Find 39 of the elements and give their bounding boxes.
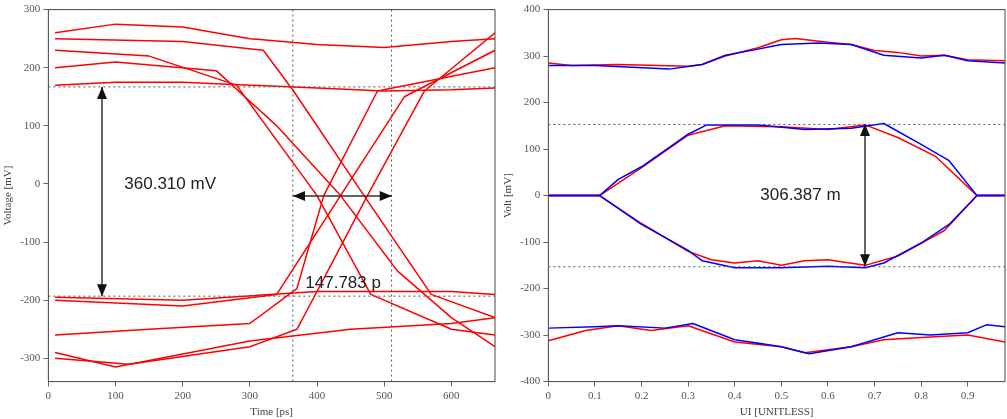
x-tick-label: 400 <box>308 389 326 402</box>
x-tick-label: 0.3 <box>681 389 696 402</box>
y-tick-label: -200 <box>520 281 541 294</box>
y-tick-label: 0 <box>534 188 541 201</box>
y-tick-label: 300 <box>523 48 541 61</box>
y-axis-title: Voltage [mV] <box>1 165 14 226</box>
x-tick-label: 500 <box>375 389 393 402</box>
annotation: 360.310 mV <box>124 174 217 194</box>
x-tick-label: 0.6 <box>821 389 836 402</box>
x-tick-label: 0.4 <box>727 389 743 402</box>
x-axis-title: UI [UNITLESS] <box>739 405 814 418</box>
x-tick-label: 0.1 <box>588 389 602 402</box>
y-tick-label: -200 <box>20 293 41 306</box>
x-tick-label: 100 <box>107 389 125 402</box>
y-axis-title: Volt [mV] <box>501 173 514 218</box>
y-tick-label: 0 <box>34 176 41 189</box>
x-tick-label: 0.9 <box>960 389 976 402</box>
x-tick-label: 600 <box>443 389 461 402</box>
y-tick-label: 100 <box>523 141 541 154</box>
x-tick-label: 300 <box>241 389 259 402</box>
y-tick-label: 300 <box>23 2 41 15</box>
y-tick-label: -300 <box>20 351 41 364</box>
y-tick-label: 200 <box>23 60 41 73</box>
x-tick-label: 0.2 <box>634 389 649 402</box>
y-tick-label: -400 <box>520 374 541 387</box>
y-tick-label: -100 <box>20 234 41 247</box>
x-tick-label: 0.8 <box>914 389 929 402</box>
y-tick-label: -300 <box>520 327 541 340</box>
y-tick-label: -100 <box>520 234 541 247</box>
x-tick-label: 0 <box>45 389 52 402</box>
y-tick-label: 400 <box>523 2 541 15</box>
y-tick-label: 200 <box>523 95 541 108</box>
x-tick-label: 0 <box>545 389 552 402</box>
y-tick-label: 100 <box>23 118 41 131</box>
x-tick-label: 0.5 <box>774 389 789 402</box>
x-tick-label: 0.7 <box>867 389 882 402</box>
x-tick-label: 200 <box>174 389 192 402</box>
annotation: 306.387 m <box>760 185 841 205</box>
x-axis-title: Time [ps] <box>250 405 294 418</box>
